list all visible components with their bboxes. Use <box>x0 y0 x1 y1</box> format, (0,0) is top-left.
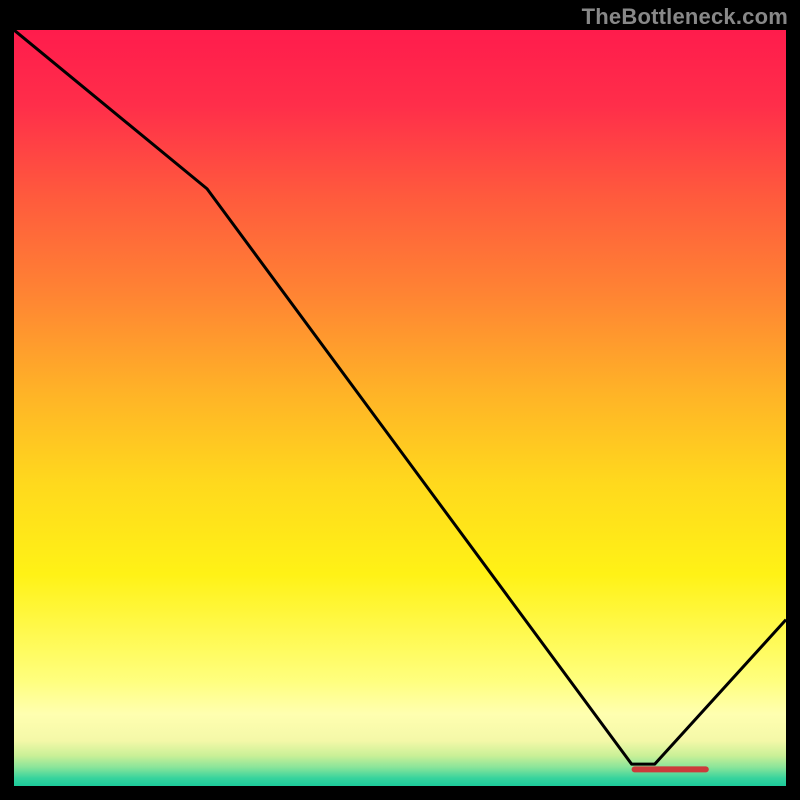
bottleneck-chart <box>14 30 786 786</box>
chart-container <box>14 30 786 786</box>
chart-background <box>14 30 786 786</box>
optimal-marker <box>632 766 709 772</box>
watermark-text: TheBottleneck.com <box>582 4 788 30</box>
